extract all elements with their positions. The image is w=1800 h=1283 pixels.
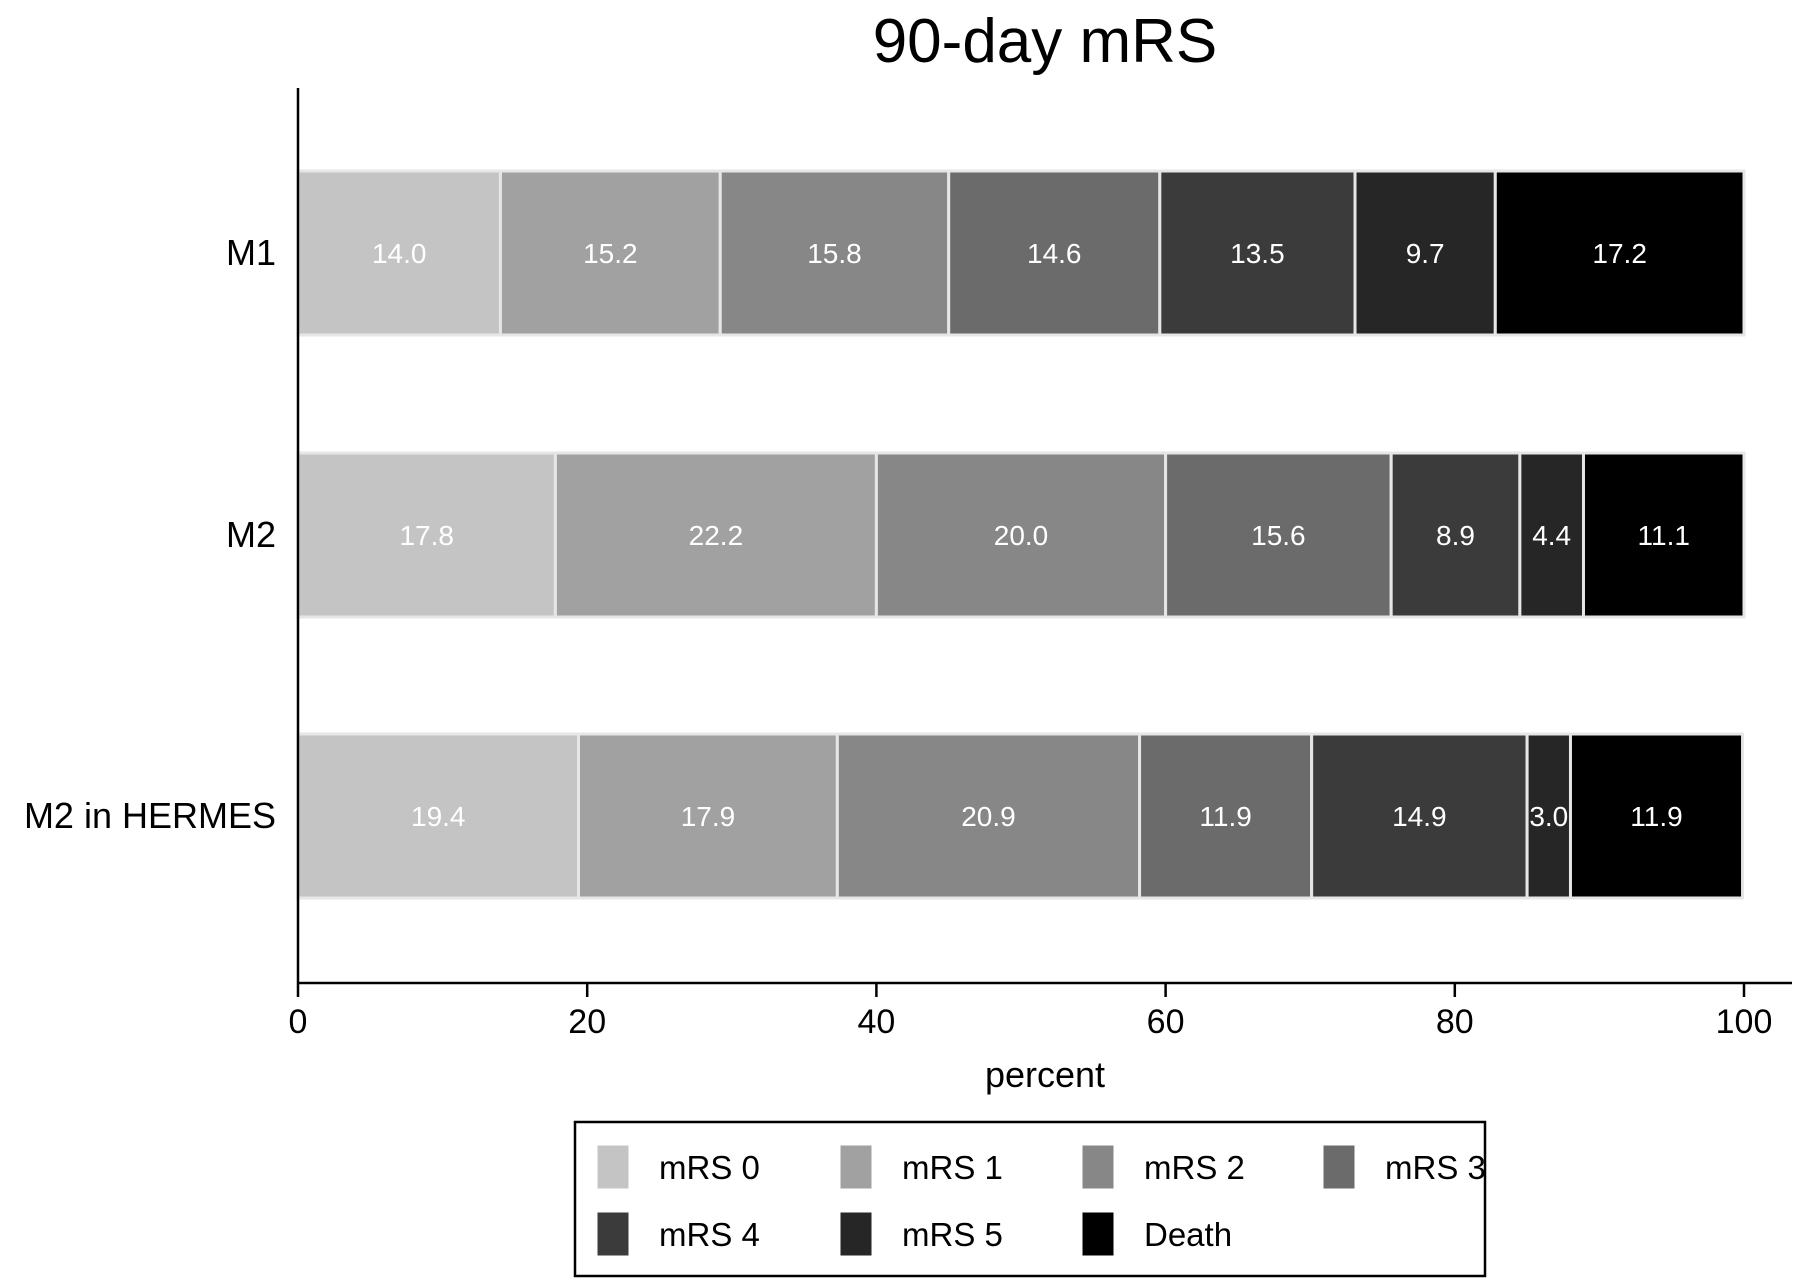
- data-label: 17.2: [1592, 238, 1647, 269]
- bar-segment: [1581, 451, 1746, 619]
- bar-segment: [1493, 169, 1746, 337]
- data-label: 15.6: [1251, 520, 1306, 551]
- data-label: 11.9: [1630, 801, 1682, 832]
- data-label: 14.0: [372, 238, 427, 269]
- legend-swatch: [596, 1144, 630, 1190]
- legend-swatch: [839, 1211, 873, 1257]
- bar-segment: [874, 451, 1168, 619]
- x-tick-label: 80: [1436, 1003, 1474, 1041]
- data-label: 19.4: [411, 801, 466, 832]
- bar-segment: [498, 169, 722, 337]
- category-label: M2: [226, 514, 276, 555]
- bar-segment: [1389, 451, 1522, 619]
- legend-label: mRS 0: [659, 1149, 760, 1186]
- bar-segment: [718, 169, 951, 337]
- legend-label: mRS 5: [902, 1216, 1003, 1253]
- legend-box: [573, 1120, 1487, 1278]
- data-label: 14.6: [1027, 238, 1082, 269]
- bar-segment: [296, 169, 502, 337]
- legend-label: mRS 1: [902, 1149, 1003, 1186]
- x-tick-label: 0: [289, 1003, 308, 1041]
- bar-segment: [1310, 732, 1529, 900]
- data-label: 15.2: [583, 238, 638, 269]
- legend-label: mRS 2: [1144, 1149, 1245, 1186]
- data-label: 9.7: [1406, 238, 1445, 269]
- x-tick-label: 60: [1147, 1003, 1185, 1041]
- data-label: 11.9: [1199, 801, 1251, 832]
- legend-swatch: [596, 1211, 630, 1257]
- bar-segment: [1518, 451, 1585, 619]
- bar-segment: [1525, 732, 1572, 900]
- legend-swatch: [1081, 1211, 1115, 1257]
- category-label: M2 in HERMES: [24, 795, 276, 836]
- bar-segment: [835, 732, 1142, 900]
- x-tick-label: 100: [1716, 1003, 1773, 1041]
- x-tick-label: 40: [857, 1003, 895, 1041]
- legend-label: Death: [1144, 1216, 1232, 1253]
- legend-swatch: [839, 1144, 873, 1190]
- chart-title: 90-day mRS: [873, 7, 1218, 76]
- bar-segment: [1138, 732, 1314, 900]
- bar-segment: [1158, 169, 1357, 337]
- bar-segment: [577, 732, 839, 900]
- x-tick-label: 20: [568, 1003, 606, 1041]
- category-label: M1: [226, 232, 276, 273]
- legend-swatch: [1081, 1144, 1115, 1190]
- data-label: 14.9: [1392, 801, 1447, 832]
- legend: mRS 0 mRS 1 mRS 2 mRS 3 mRS 4 mRS 5 Death: [573, 1120, 1487, 1278]
- legend-label: mRS 3: [1385, 1149, 1486, 1186]
- data-label: 17.9: [681, 801, 736, 832]
- bar-segment: [553, 451, 878, 619]
- bar-segment: [1568, 732, 1745, 900]
- bars-group: M1 14.0 15.2 15.8 14.6 13.5 9.7 17.2 M2 17.8 22.2 2…: [24, 169, 1746, 900]
- data-label: 13.5: [1230, 238, 1285, 269]
- data-label: 15.8: [807, 238, 862, 269]
- data-label: 3.0: [1529, 801, 1568, 832]
- data-label: 8.9: [1436, 520, 1475, 551]
- data-label: 11.1: [1638, 520, 1690, 551]
- bar-segment: [1353, 169, 1497, 337]
- data-label: 20.0: [994, 520, 1049, 551]
- data-label: 20.9: [961, 801, 1016, 832]
- data-label: 17.8: [399, 520, 454, 551]
- legend-label: mRS 4: [659, 1216, 760, 1253]
- data-label: 22.2: [689, 520, 744, 551]
- data-label: 4.4: [1532, 520, 1571, 551]
- x-axis-title: percent: [985, 1054, 1105, 1095]
- legend-swatch: [1322, 1144, 1356, 1190]
- axes-group: 0 20 40 60 80 100: [289, 88, 1792, 1041]
